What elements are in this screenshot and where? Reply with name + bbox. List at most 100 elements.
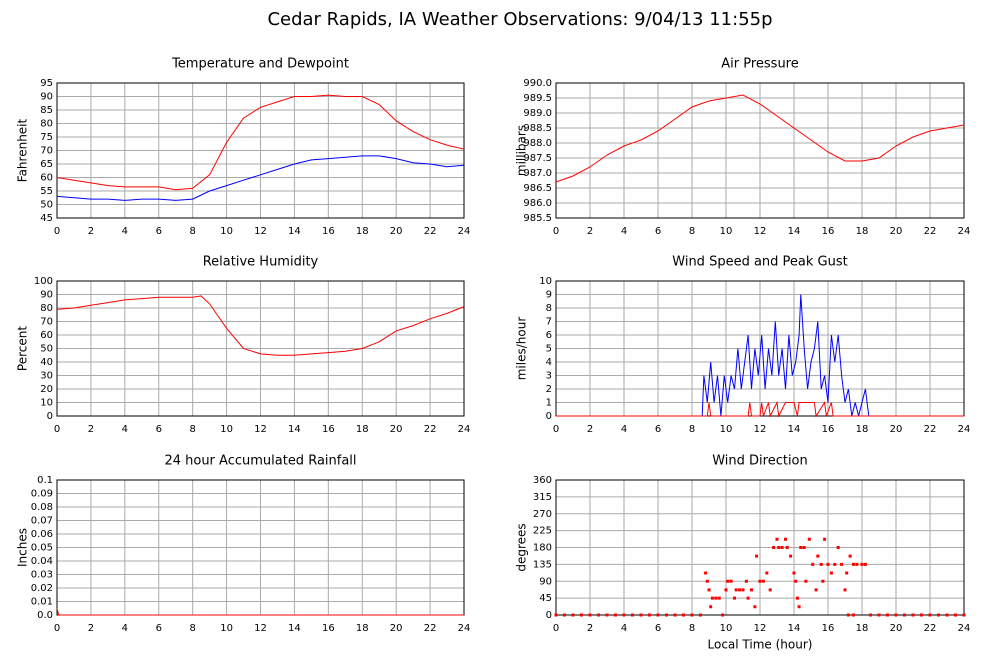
x-tick-label: 22 [924,424,937,435]
x-tick-label: 12 [754,226,767,237]
x-tick-label: 8 [689,623,695,634]
scatter-point [744,579,748,583]
y-tick-label: 75 [40,132,53,143]
scatter-point [795,596,799,600]
y-tick-label: 80 [40,303,53,314]
scatter-point [738,588,742,592]
y-tick-label: 20 [40,384,53,395]
panel-title: Wind Direction [712,454,808,469]
x-tick-label: 16 [822,226,835,237]
x-tick-label: 24 [958,623,971,634]
scatter-point [804,579,808,583]
y-tick-label: 0.0 [37,610,53,621]
y-tick-label: 45 [539,593,552,604]
scatter-point [726,579,730,583]
y-tick-label: 987.5 [523,153,552,164]
x-tick-label: 6 [655,424,661,435]
x-tick-label: 4 [122,424,128,435]
y-tick-label: 2 [546,384,552,395]
scatter-point [673,613,677,617]
y-tick-label: 7 [546,317,552,328]
x-tick-label: 22 [424,623,437,634]
x-tick-label: 8 [189,424,195,435]
scatter-point [814,588,818,592]
y-tick-label: 5 [546,344,552,355]
x-tick-label: 2 [88,623,94,634]
scatter-point [945,613,949,617]
scatter-point [765,571,769,575]
x-tick-label: 20 [390,226,403,237]
x-tick-label: 24 [458,623,471,634]
y-tick-label: 315 [533,492,552,503]
y-tick-label: 0 [546,610,552,621]
scatter-point [622,613,626,617]
x-tick-label: 20 [890,623,903,634]
scatter-point [775,537,779,541]
x-tick-label: 24 [958,226,971,237]
x-tick-label: 18 [856,226,869,237]
x-tick-label: 16 [322,623,335,634]
y-tick-label: 225 [533,526,552,537]
x-tick-label: 12 [754,424,767,435]
scatter-point [802,546,806,549]
x-tick-label: 6 [655,226,661,237]
x-tick-label: 22 [424,226,437,237]
scatter-point [840,562,844,566]
scatter-point [848,554,852,558]
scatter-point [614,613,617,617]
y-tick-label: 989.5 [523,93,552,104]
scatter-point [665,613,668,617]
x-tick-label: 2 [587,623,593,634]
scatter-point [699,613,702,617]
y-tick-label: 95 [40,78,53,89]
scatter-point [799,546,803,549]
scatter-point [724,588,728,592]
scatter-point [894,613,898,617]
plot-frame [56,280,465,417]
scatter-point [863,562,867,566]
y-tick-label: 989.0 [523,108,552,119]
x-tick-label: 12 [254,623,267,634]
scatter-point [554,613,558,617]
x-tick-label: 2 [88,226,94,237]
x-tick-label: 16 [822,623,835,634]
y-tick-label: 9 [546,290,552,301]
scatter-point [704,571,708,575]
x-tick-label: 2 [587,226,593,237]
x-tick-label: 22 [424,424,437,435]
x-tick-label: 14 [788,226,801,237]
y-tick-label: 45 [40,213,53,224]
x-tick-label: 14 [788,623,801,634]
scatter-point [631,613,634,617]
x-tick-label: 20 [390,623,403,634]
y-tick-label: 80 [40,119,53,130]
scatter-point [860,562,864,566]
x-tick-label: 10 [720,226,733,237]
x-tick-label: 6 [156,226,162,237]
y-tick-label: 135 [533,559,552,570]
panel-title: Temperature and Dewpoint [171,57,349,72]
y-tick-label: 100 [34,276,53,287]
x-tick-label: 16 [322,226,335,237]
scatter-point [690,613,694,617]
panel-title: Relative Humidity [203,255,319,270]
y-tick-label: 10 [40,398,53,409]
x-tick-label: 4 [122,623,128,634]
x-tick-label: 0 [553,424,559,435]
x-tick-label: 2 [587,424,593,435]
x-tick-label: 14 [288,623,301,634]
x-tick-label: 4 [621,424,627,435]
scatter-point [605,613,609,617]
y-tick-label: 988.5 [523,123,552,134]
y-tick-label: 986.5 [523,183,552,194]
y-tick-label: 0 [47,411,53,422]
scatter-point [682,613,685,617]
x-axis-label: Local Time (hour) [708,638,813,652]
y-tick-label: 985.5 [523,213,552,224]
scatter-point [734,588,738,592]
scatter-point [707,588,711,592]
x-tick-label: 0 [54,623,60,634]
scatter-point [852,562,855,566]
y-tick-label: 0 [546,411,552,422]
scatter-point [819,562,823,566]
